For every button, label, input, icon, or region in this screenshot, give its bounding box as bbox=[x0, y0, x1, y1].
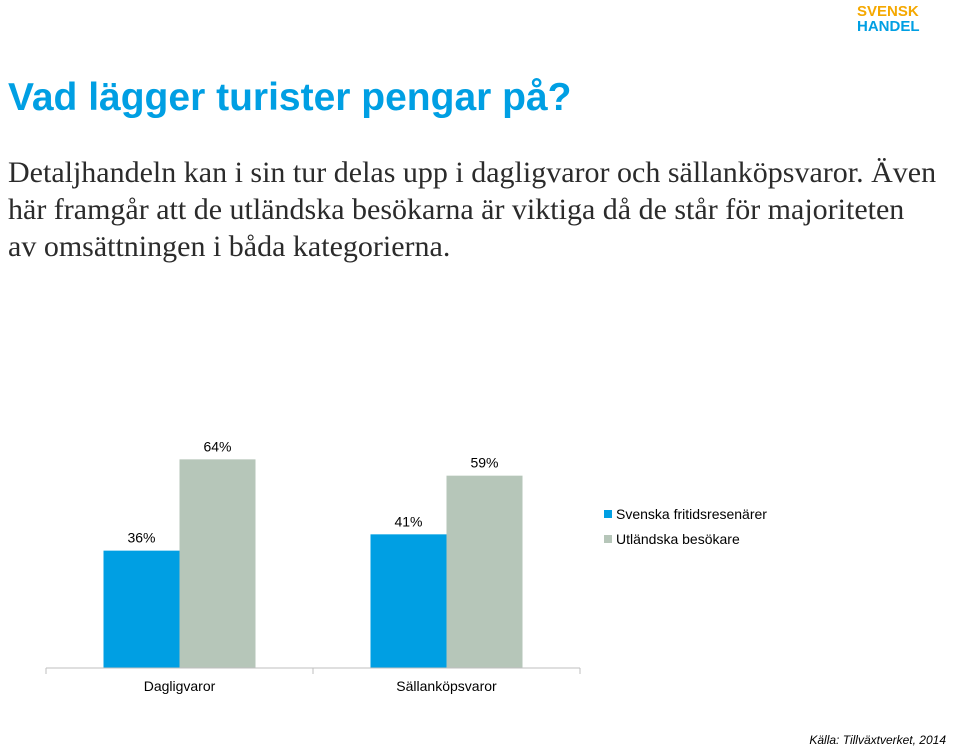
logo-text-bottom: HANDEL bbox=[857, 18, 920, 34]
legend-swatch-2 bbox=[604, 535, 612, 543]
category-label-sällanköpsvaror: Sällanköpsvaror bbox=[396, 678, 497, 694]
data-label-sällanköpsvaror-series-2: 59% bbox=[470, 455, 498, 471]
data-labels-layer: 36% 64% 41% 59% bbox=[127, 438, 498, 545]
page-title: Vad lägger turister pengar på? bbox=[8, 76, 572, 119]
x-axis-ticks bbox=[45, 668, 581, 674]
legend-swatch-1 bbox=[604, 510, 612, 518]
bar-sällanköpsvaror-series-2 bbox=[446, 475, 523, 668]
data-label-sällanköpsvaror-series-1: 41% bbox=[394, 513, 422, 529]
category-labels-layer: Dagligvaror Sällanköpsvaror bbox=[144, 678, 497, 694]
bar-dagligvaror-series-2 bbox=[179, 459, 256, 668]
svensk-handel-logo: SVENSK HANDEL bbox=[857, 3, 920, 34]
body-paragraph: Detaljhandeln kan i sin tur delas upp i … bbox=[8, 156, 937, 263]
bar-dagligvaror-series-1 bbox=[103, 550, 180, 668]
bar-sällanköpsvaror-series-1 bbox=[370, 534, 447, 668]
logo-text-top: SVENSK bbox=[857, 3, 919, 20]
source-note: Källa: Tillväxtverket, 2014 bbox=[809, 733, 946, 747]
bars-layer bbox=[103, 459, 523, 668]
legend-label-1: Svenska fritidsresenärer bbox=[616, 506, 767, 522]
legend-label-2: Utländska besökare bbox=[616, 531, 740, 547]
legend: Svenska fritidsresenärer Utländska besöka… bbox=[604, 506, 767, 547]
category-label-dagligvaror: Dagligvaror bbox=[144, 678, 216, 694]
data-label-dagligvaror-series-1: 36% bbox=[127, 530, 155, 546]
data-label-dagligvaror-series-2: 64% bbox=[203, 438, 231, 454]
